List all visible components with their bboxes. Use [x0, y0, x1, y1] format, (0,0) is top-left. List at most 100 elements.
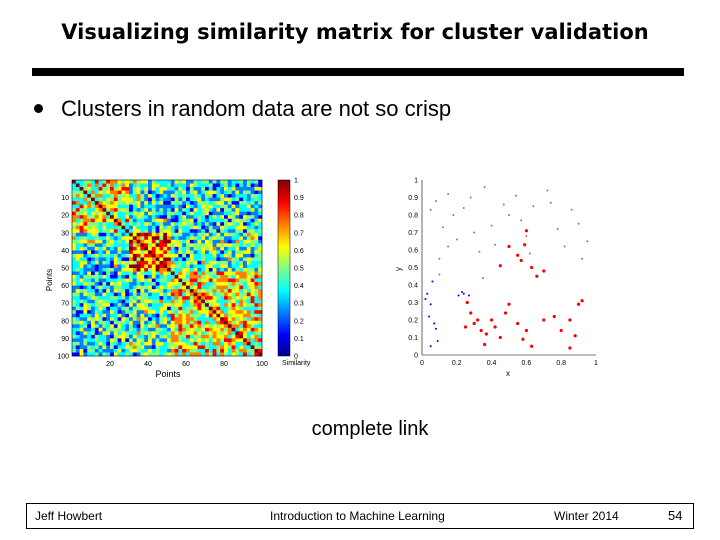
heatmap-cell — [98, 278, 103, 283]
heatmap-cell — [72, 257, 77, 262]
heatmap-cell — [125, 250, 130, 255]
heatmap-cell — [246, 310, 251, 315]
heatmap-cell — [243, 218, 248, 223]
scatter-point — [568, 318, 572, 322]
heatmap-cell — [125, 324, 130, 329]
heatmap-cell — [94, 289, 99, 293]
heatmap-cell — [144, 246, 149, 251]
heatmap-cell — [220, 310, 225, 315]
heatmap-cell — [113, 345, 118, 350]
heatmap-cell — [246, 327, 251, 332]
heatmap-cell — [132, 204, 137, 209]
heatmap-cell — [201, 208, 206, 212]
heatmap-cell — [243, 317, 248, 322]
heatmap-cell — [250, 187, 255, 191]
heatmap-cell — [178, 296, 183, 300]
heatmap-cell — [102, 331, 107, 336]
heatmap-cell — [132, 341, 137, 346]
heatmap-cell — [258, 324, 263, 329]
heatmap-cell — [129, 201, 134, 205]
heatmap-cell — [72, 264, 77, 269]
heatmap-cell — [205, 204, 210, 209]
heatmap-cell — [132, 229, 137, 234]
heatmap-cell — [197, 296, 202, 300]
colorbar-tick-label: 0.7 — [294, 230, 304, 237]
heatmap-cell — [254, 239, 259, 244]
heatmap-cell — [140, 292, 145, 297]
heatmap-cell — [205, 257, 210, 262]
heatmap-cell — [212, 218, 217, 223]
heatmap-cell — [250, 204, 255, 209]
heatmap-cell — [201, 218, 206, 223]
heatmap-cell — [189, 292, 194, 297]
heatmap-cell — [258, 331, 263, 336]
heatmap-cell — [235, 296, 240, 300]
heatmap-cell — [193, 334, 198, 339]
heatmap-cell — [83, 306, 88, 311]
heatmap-cell — [186, 327, 191, 332]
heatmap-cell — [159, 331, 164, 336]
heatmap-cell — [186, 194, 191, 198]
heatmap-cell — [121, 345, 126, 350]
heatmap-cell — [106, 250, 111, 255]
heatmap-cell — [258, 229, 263, 234]
heatmap-cell — [174, 250, 179, 255]
heatmap-cell — [75, 352, 80, 357]
heatmap-cell — [167, 197, 172, 202]
heatmap-cell — [212, 352, 217, 357]
heatmap-cell — [170, 232, 175, 237]
heatmap-cell — [159, 271, 164, 276]
heatmap-cell — [227, 197, 232, 202]
heatmap-cell — [205, 187, 210, 191]
heatmap-cell — [174, 268, 179, 272]
heatmap-cell — [178, 194, 183, 198]
heatmap-cell — [239, 225, 244, 230]
heatmap-cell — [227, 320, 232, 325]
heatmap-cell — [72, 236, 77, 241]
heatmap-cell — [197, 225, 202, 230]
heatmap-cell — [246, 257, 251, 262]
heatmap-cell — [224, 215, 229, 220]
scatter-point — [530, 265, 534, 270]
heatmap-cell — [94, 275, 99, 279]
heatmap-cell — [140, 278, 145, 283]
heatmap-cell — [98, 285, 103, 290]
heatmap-cell — [75, 303, 80, 308]
heatmap-cell — [102, 296, 107, 300]
heatmap-cell — [208, 194, 213, 198]
heatmap-cell — [72, 310, 77, 315]
heatmap-cell — [144, 296, 149, 300]
heatmap-cell — [151, 208, 156, 212]
heatmap-cell — [91, 264, 96, 269]
heatmap-cell — [170, 345, 175, 350]
heatmap-cell — [254, 341, 259, 346]
heatmap-cell — [174, 345, 179, 350]
heatmap-cell — [189, 345, 194, 350]
heatmap-cell — [178, 282, 183, 286]
heatmap-cell — [220, 215, 225, 220]
heatmap-cell — [106, 268, 111, 272]
heatmap-cell — [208, 303, 213, 308]
heatmap-cell — [94, 341, 99, 346]
heatmap-cell — [140, 299, 145, 304]
heatmap-cell — [155, 282, 160, 286]
heatmap-cell — [208, 243, 213, 248]
scatter-point — [473, 231, 476, 234]
heatmap-cell — [110, 190, 115, 195]
heatmap-cell — [193, 253, 198, 258]
heatmap-cell — [91, 204, 96, 209]
heatmap-cell — [72, 180, 77, 184]
heatmap-cell — [117, 352, 122, 357]
heatmap-cell — [239, 187, 244, 191]
heatmap-cell — [79, 211, 84, 216]
heatmap-cell — [72, 246, 77, 251]
heatmap-cell — [216, 253, 221, 258]
heatmap-cell — [140, 268, 145, 272]
heatmap-cell — [140, 313, 145, 318]
heatmap-cell — [231, 194, 236, 198]
heatmap-cell — [189, 211, 194, 216]
heatmap-cell — [91, 334, 96, 339]
heatmap-cell — [106, 218, 111, 223]
heatmap-cell — [193, 232, 198, 237]
heatmap-cell — [136, 327, 141, 332]
